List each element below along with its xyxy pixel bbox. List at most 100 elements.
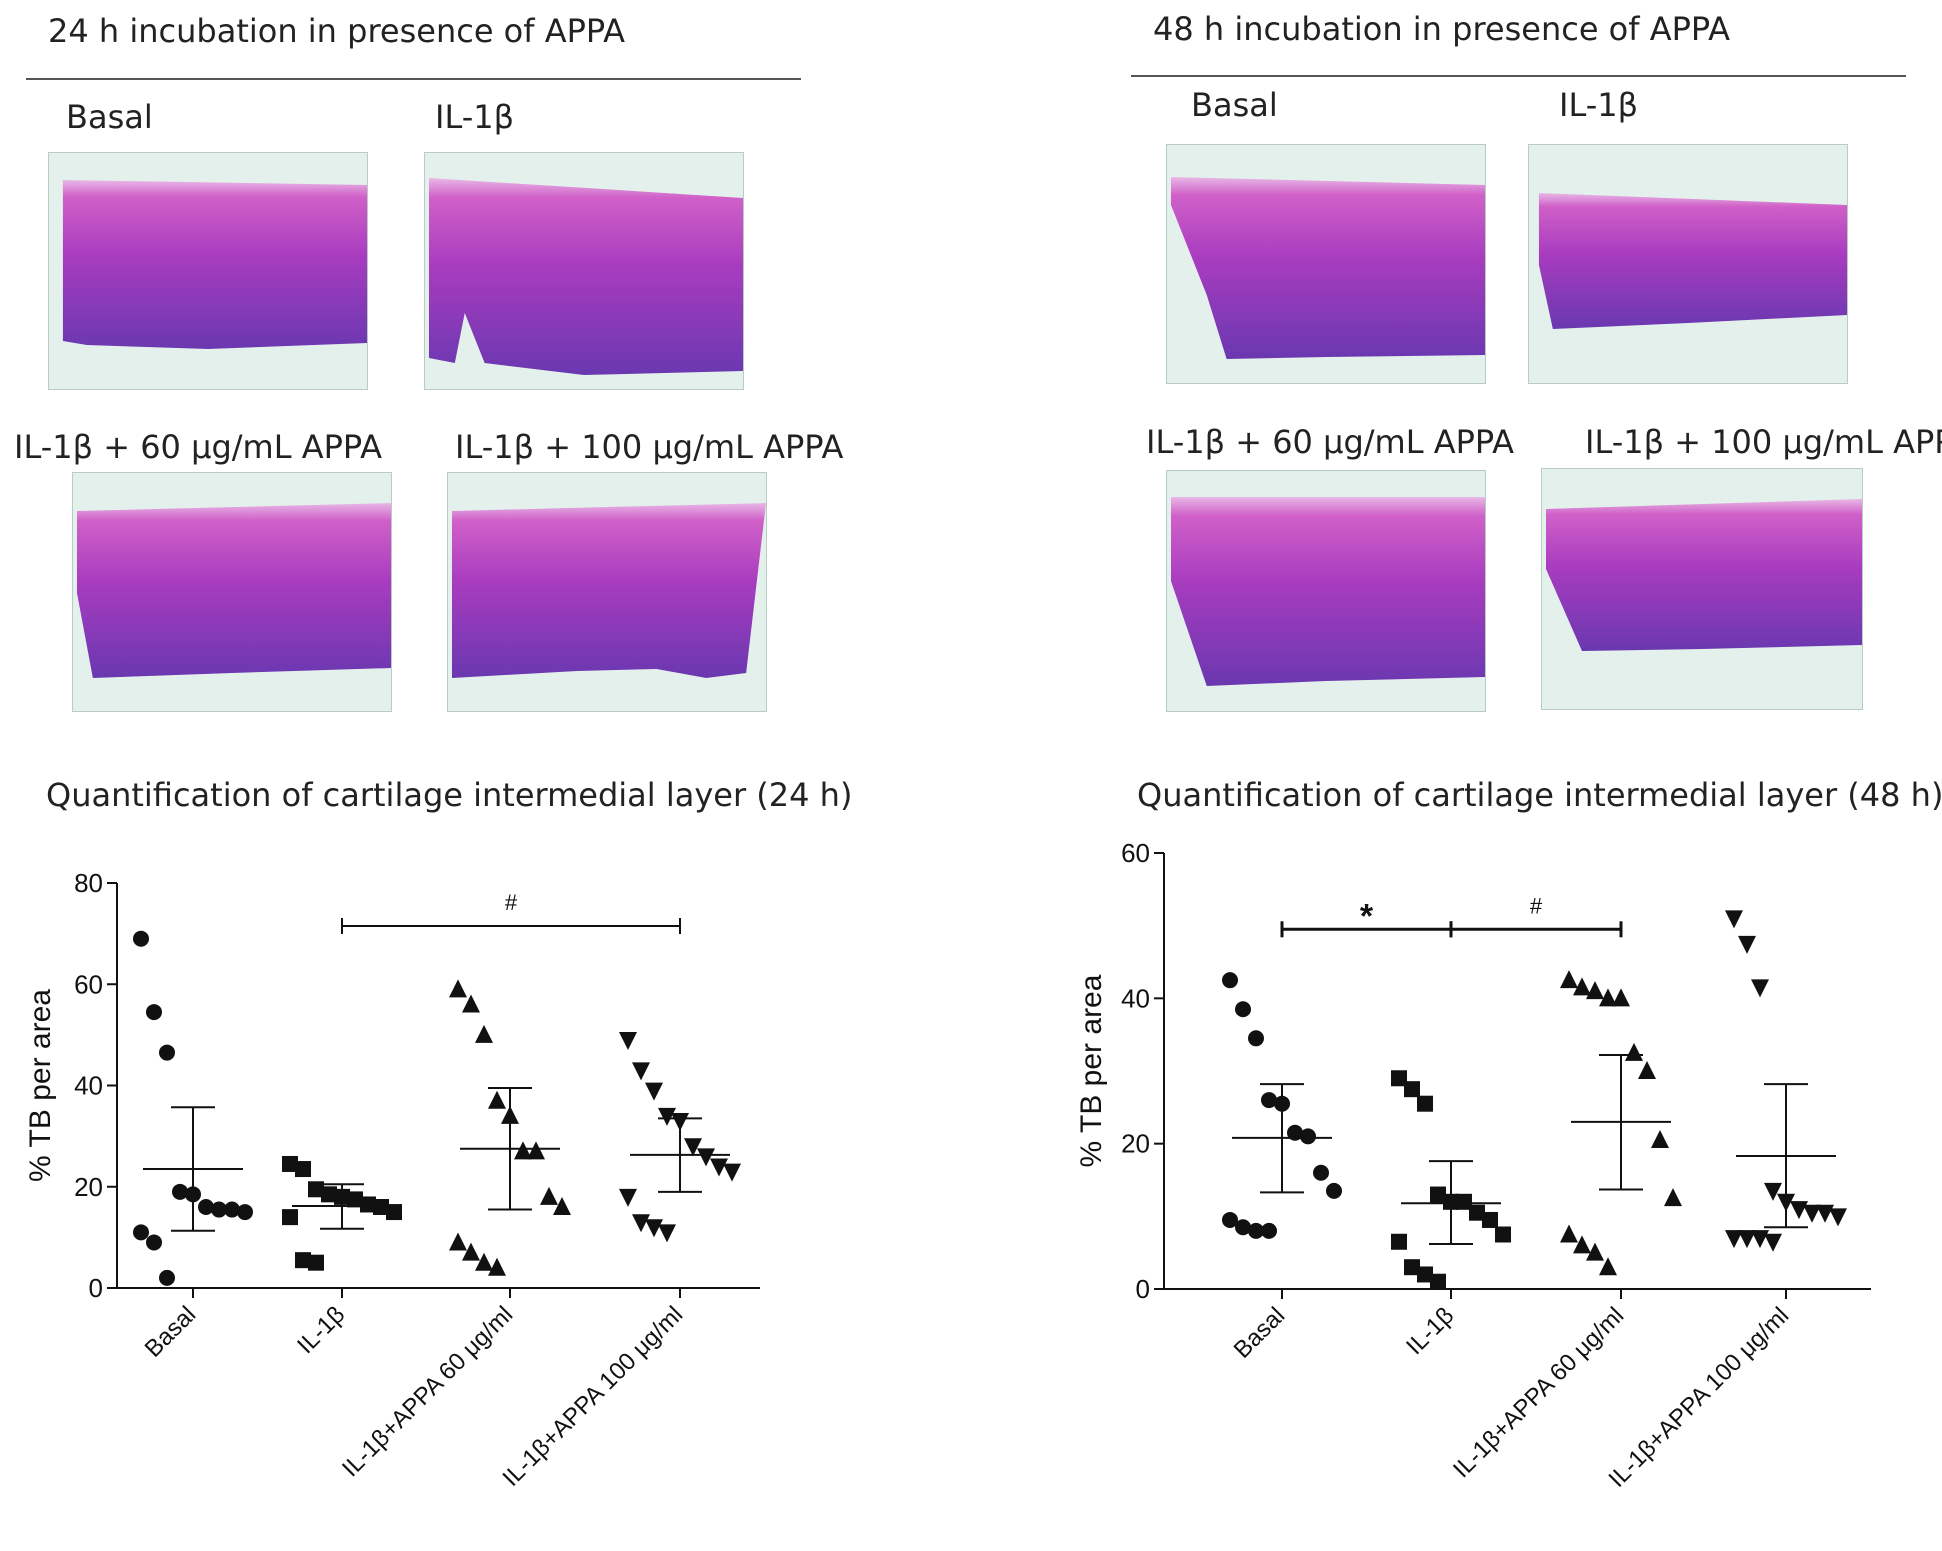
data-point: [373, 1199, 389, 1215]
data-point: [146, 1004, 162, 1021]
image-label-il1b-60: IL-1β + 60 μg/mL APPA: [14, 428, 383, 466]
data-point: [1790, 1201, 1808, 1220]
data-point: [645, 1082, 663, 1101]
data-point: [1430, 1186, 1446, 1203]
data-point: [488, 1090, 506, 1109]
y-tick-label: 20: [1121, 1129, 1150, 1159]
data-point: [1495, 1226, 1511, 1243]
panel-24h: 24 h incubation in presence of APPA Basa…: [14, 12, 852, 1492]
series-il-1-appa-100-g-ml: [1725, 910, 1847, 1252]
data-point: [172, 1183, 188, 1200]
series-basal: [1222, 972, 1342, 1239]
y-tick-label: 40: [74, 1071, 103, 1101]
data-point: [462, 1242, 480, 1261]
x-tick-label-il-1: IL-1β: [1401, 1302, 1459, 1360]
data-point: [684, 1138, 702, 1157]
data-point: [1586, 1242, 1604, 1261]
data-point: [1222, 972, 1238, 989]
data-point: [1816, 1204, 1834, 1223]
series-il-1-appa-60-g-ml: [449, 979, 571, 1276]
data-point: [133, 1224, 149, 1241]
data-point: [1235, 1219, 1251, 1236]
histology-image-il1b: [1528, 144, 1848, 384]
data-point: [1764, 1182, 1782, 1201]
data-point: [540, 1186, 558, 1205]
data-point: [360, 1196, 376, 1213]
histology-image-il1b-60: [1166, 470, 1486, 712]
x-tick-label-il-1-appa-100-g-ml: IL-1β+APPA 100 μg/ml: [498, 1301, 689, 1492]
x-tick-label-il-1: IL-1β: [292, 1301, 350, 1359]
significance-hash: #: [505, 890, 518, 915]
data-point: [159, 1044, 175, 1061]
data-point: [1300, 1128, 1316, 1145]
series-il-1: [282, 1155, 402, 1271]
title-rule: [26, 78, 801, 80]
image-label-basal: Basal: [1191, 86, 1278, 124]
data-point: [1430, 1273, 1446, 1290]
y-tick-label: 80: [74, 868, 103, 898]
y-axis-label: % TB per area: [24, 989, 57, 1182]
histology-image-il1b-100: [1541, 468, 1863, 710]
histology-image-il1b-60: [72, 472, 392, 712]
title-rule: [1131, 75, 1906, 77]
data-point: [1469, 1204, 1485, 1221]
y-tick-label: 60: [74, 969, 103, 999]
data-point: [308, 1254, 324, 1271]
data-point: [1612, 988, 1630, 1007]
data-point: [632, 1062, 650, 1081]
y-tick-label: 20: [74, 1172, 103, 1202]
data-point: [282, 1209, 298, 1226]
series-il-1-appa-100-g-ml: [619, 1031, 741, 1243]
data-point: [449, 979, 467, 998]
data-point: [386, 1204, 402, 1221]
panel-title: 48 h incubation in presence of APPA: [1153, 10, 1731, 48]
y-tick-label: 0: [1136, 1274, 1150, 1304]
image-label-il1b-60: IL-1β + 60 μg/mL APPA: [1146, 423, 1515, 461]
data-point: [1560, 970, 1578, 989]
data-point: [658, 1224, 676, 1243]
data-point: [1599, 988, 1617, 1007]
x-tick-label-basal: Basal: [1229, 1302, 1291, 1364]
image-label-il1b: IL-1β: [435, 98, 515, 136]
data-point: [1725, 910, 1743, 929]
x-tick-label-il-1-appa-60-g-ml: IL-1β+APPA 60 μg/ml: [1448, 1302, 1629, 1483]
data-point: [1248, 1222, 1264, 1239]
data-point: [1235, 1001, 1251, 1018]
data-point: [198, 1199, 214, 1215]
data-point: [1391, 1233, 1407, 1250]
data-point: [527, 1141, 545, 1160]
data-point: [159, 1269, 175, 1286]
data-point: [553, 1197, 571, 1215]
data-point: [619, 1031, 637, 1050]
data-point: [475, 1024, 493, 1043]
data-point: [1803, 1204, 1821, 1223]
data-point: [619, 1188, 637, 1207]
image-label-basal: Basal: [66, 98, 153, 136]
data-point: [146, 1234, 162, 1251]
data-point: [211, 1201, 227, 1218]
data-point: [1417, 1266, 1433, 1283]
data-point: [658, 1107, 676, 1126]
data-point: [462, 994, 480, 1013]
data-point: [1313, 1164, 1329, 1181]
data-point: [1751, 1230, 1769, 1249]
data-point: [1482, 1211, 1498, 1228]
quant-title: Quantification of cartilage intermedial …: [1137, 776, 1942, 814]
data-point: [1222, 1211, 1238, 1228]
data-point: [645, 1219, 663, 1238]
data-point: [488, 1257, 506, 1276]
data-point: [295, 1161, 311, 1178]
data-point: [347, 1191, 363, 1208]
data-point: [1573, 1235, 1591, 1254]
data-point: [710, 1158, 728, 1177]
data-point: [133, 930, 149, 947]
data-point: [224, 1201, 240, 1218]
data-point: [1404, 1259, 1420, 1276]
data-point: [1738, 935, 1756, 954]
data-point: [1586, 981, 1604, 1000]
data-point: [1829, 1208, 1847, 1227]
histology-image-il1b-100: [447, 472, 767, 712]
x-tick-label-il-1-appa-100-g-ml: IL-1β+APPA 100 μg/ml: [1604, 1302, 1795, 1493]
data-point: [1287, 1124, 1303, 1141]
data-point: [475, 1252, 493, 1271]
